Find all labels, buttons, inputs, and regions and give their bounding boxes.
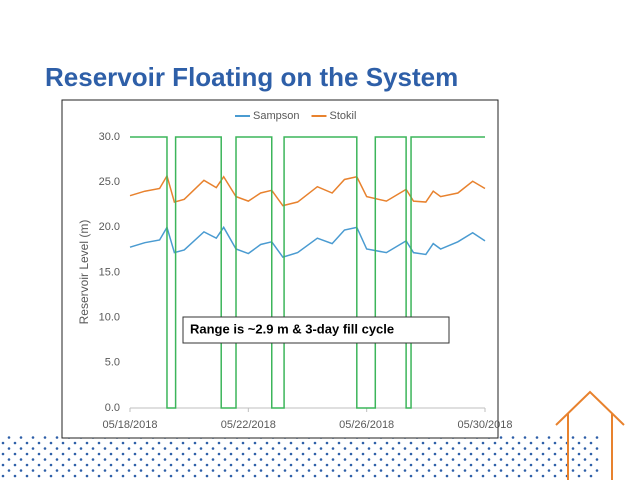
series-line <box>130 136 485 409</box>
y-tick-label: 15.0 <box>99 266 120 278</box>
x-tick-label: 05/22/2018 <box>221 419 276 431</box>
annotation-box <box>182 316 450 344</box>
y-tick-label: 0.0 <box>105 402 120 414</box>
y-tick-label: 10.0 <box>99 312 120 324</box>
y-tick-label: 20.0 <box>99 221 120 233</box>
y-tick-label: 30.0 <box>99 131 120 143</box>
y-tick-label: 5.0 <box>105 357 120 369</box>
x-tick-label: 05/26/2018 <box>339 419 394 431</box>
series-line <box>129 225 486 259</box>
slide-title: Reservoir Floating on the System <box>45 62 458 92</box>
legend-label: Sampson <box>253 110 299 122</box>
chart-frame <box>61 99 499 439</box>
house-icon <box>555 390 625 480</box>
plot: 0.0 5.0 10.0 15.0 20.0 25.0 30.0 05/18/2018 05/2… <box>99 110 513 431</box>
y-tick-label: 25.0 <box>99 176 120 188</box>
dot-pattern <box>0 436 600 480</box>
series-line <box>129 173 486 207</box>
x-tick-label: 05/18/2018 <box>102 419 157 431</box>
annotation: Range is ~2.9 m & 3-day fill cycle <box>190 321 394 336</box>
y-axis-label: Reservoir Level (m) <box>77 220 91 325</box>
x-tick-label: 05/30/2018 <box>457 419 512 431</box>
legend-label: Stokil <box>329 110 356 122</box>
